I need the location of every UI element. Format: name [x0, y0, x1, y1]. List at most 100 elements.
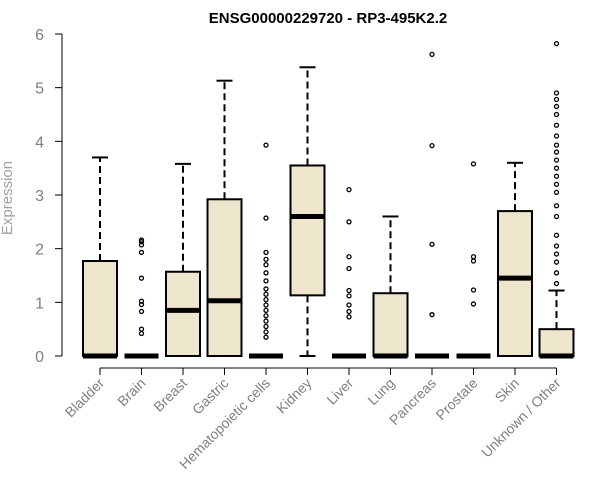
outlier-point	[138, 242, 145, 248]
outlier-point	[138, 301, 145, 308]
y-tick-label: 6	[35, 27, 44, 44]
outlier-point	[346, 265, 352, 272]
outlier-point	[263, 291, 269, 297]
outlier-point	[346, 254, 352, 260]
outlier-point	[263, 286, 269, 292]
box-group	[415, 51, 449, 359]
outlier-point	[553, 203, 560, 209]
outlier-point	[138, 330, 145, 337]
outlier-point	[263, 278, 269, 284]
outlier-point	[346, 287, 352, 294]
outlier-point	[263, 249, 269, 256]
x-tick-label: Kidney	[273, 375, 315, 417]
x-tick-label: Lung	[364, 375, 397, 408]
y-tick-label: 2	[35, 242, 44, 259]
outlier-point	[553, 173, 560, 179]
x-tick-label: Unknown / Other	[478, 375, 564, 461]
outlier-point	[263, 323, 269, 330]
box-group	[456, 161, 491, 359]
outlier-point	[263, 262, 269, 268]
outlier-point	[553, 165, 560, 171]
box-group	[289, 66, 326, 357]
outlier-point	[263, 296, 269, 303]
box-body	[206, 198, 243, 357]
y-axis: 0 1 2 3 4 5 6	[35, 27, 63, 366]
box-body	[372, 292, 409, 357]
x-tick-label: Breast	[150, 375, 190, 415]
outlier-point	[263, 307, 269, 314]
box-body	[165, 270, 201, 358]
outlier-point	[263, 334, 269, 340]
outlier-point	[470, 301, 477, 307]
outlier-point	[553, 157, 560, 163]
outlier-point	[346, 186, 352, 193]
x-tick-label: Skin	[492, 375, 523, 406]
box-group	[249, 142, 283, 359]
outlier-point	[138, 249, 145, 256]
outlier-point	[553, 280, 560, 287]
outlier-point	[553, 270, 560, 276]
x-tick-label: Bladder	[62, 375, 108, 421]
box-body	[82, 260, 118, 358]
outlier-point	[346, 293, 352, 299]
outlier-point	[346, 302, 352, 308]
outlier-point	[263, 313, 269, 319]
outlier-point	[553, 111, 560, 118]
box-group	[124, 237, 159, 359]
outlier-point	[553, 41, 560, 47]
outlier-point	[138, 308, 145, 315]
outlier-point	[138, 237, 145, 243]
box-series	[82, 41, 575, 359]
y-tick-label: 5	[35, 81, 44, 98]
outlier-point	[553, 189, 560, 195]
box-group	[332, 186, 366, 359]
box-group	[538, 41, 575, 359]
outlier-point	[263, 329, 269, 335]
chart-title: ENSG00000229720 - RP3-495K2.2	[209, 10, 448, 27]
outlier-point	[553, 251, 560, 257]
box-group	[206, 79, 243, 357]
box-group	[165, 162, 201, 358]
outlier-point	[138, 275, 145, 281]
outlier-point	[553, 232, 560, 238]
outlier-point	[346, 219, 352, 225]
y-axis-label: Expression	[0, 161, 16, 235]
outlier-point	[470, 161, 477, 167]
x-tick-label: Liver	[323, 375, 356, 408]
outlier-point	[470, 254, 477, 260]
x-tick-label: Brain	[114, 375, 148, 409]
outlier-point	[470, 258, 477, 264]
outlier-point	[553, 243, 560, 249]
box-group	[497, 161, 533, 357]
outlier-point	[263, 270, 269, 276]
outlier-point	[138, 326, 145, 332]
outlier-point	[346, 314, 352, 320]
outlier-point	[263, 256, 269, 263]
outlier-point	[553, 181, 560, 187]
outlier-point	[553, 213, 560, 220]
y-tick-label: 0	[35, 349, 44, 366]
y-tick-label: 4	[35, 134, 44, 151]
outlier-point	[263, 318, 269, 324]
outlier-point	[429, 312, 435, 318]
box-body	[497, 210, 533, 357]
outlier-point	[553, 96, 560, 103]
box-body	[289, 164, 326, 297]
outlier-point	[429, 142, 435, 149]
outlier-point	[263, 215, 269, 221]
outlier-point	[553, 142, 560, 148]
outlier-point	[263, 302, 269, 308]
outlier-point	[346, 308, 352, 315]
outlier-point	[553, 133, 560, 139]
outlier-point	[429, 241, 435, 248]
x-tick-label: Prostate	[432, 375, 480, 423]
outlier-point	[470, 287, 477, 293]
y-tick-label: 3	[35, 188, 44, 205]
box-body	[538, 328, 575, 357]
box-group	[82, 156, 118, 359]
outlier-point	[138, 298, 145, 304]
outlier-point	[553, 90, 560, 96]
box-group	[372, 215, 409, 359]
